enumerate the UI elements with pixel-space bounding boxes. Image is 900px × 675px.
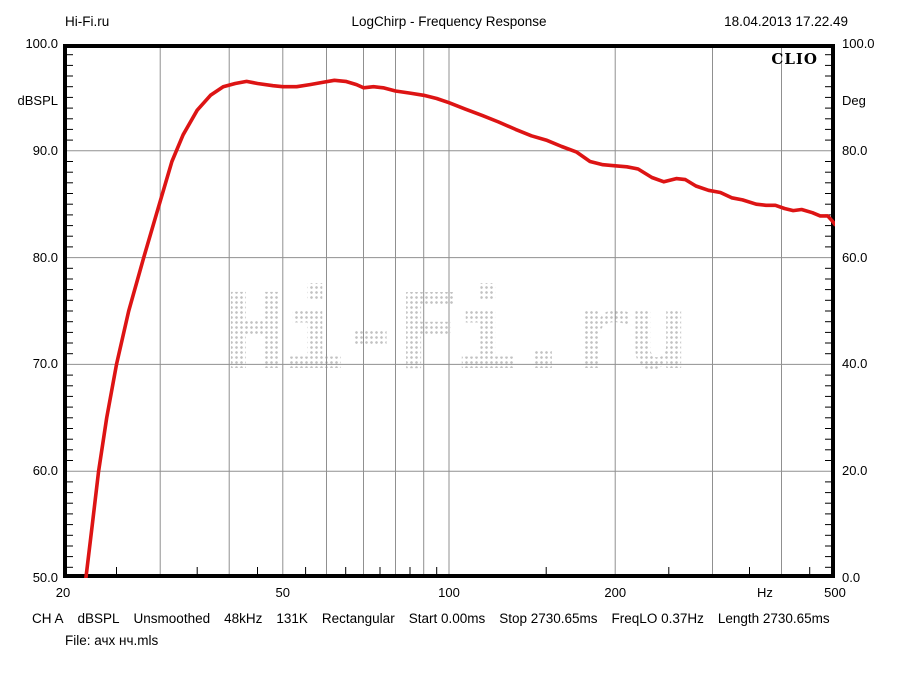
right-axis-tick: 0.0 [842,570,861,585]
bottom-axis-tick: 200 [604,585,627,600]
status-segment: Rectangular [321,611,395,626]
bottom-axis-unit: Hz [757,585,773,600]
bottom-axis-tick: 50 [275,585,290,600]
clio-logo: CLIO [771,50,818,68]
status-bar: CH A dBSPL Unsmoothed 48kHz 131K Rectangular S… [32,611,830,626]
status-segment: 131K [276,611,308,626]
left-axis-tick: 100.0 [25,36,58,51]
status-segment: dBSPL [77,611,120,626]
bottom-axis-tick: 100 [438,585,460,600]
watermark-text: Hi-Fi.ru [224,271,690,393]
left-axis-tick: 80.0 [32,249,58,265]
right-axis-tick: 100.0 [842,36,875,51]
right-axis-tick: 40.0 [842,356,868,372]
right-axis-tick: 80.0 [842,142,868,158]
left-axis-tick: 60.0 [32,463,58,479]
right-axis-tick: 60.0 [842,249,868,265]
status-segment: CH A [32,611,64,626]
status-segment: Length 2730.65ms [717,611,830,626]
right-axis-tick: 20.0 [842,463,868,479]
site-label: Hi-Fi.ru [65,14,110,29]
right-axis-unit: Deg [842,93,866,108]
bottom-axis-tick: 20 [55,585,71,600]
file-label: File: ачх нч.mls [65,633,159,648]
left-axis-tick: 70.0 [32,356,58,372]
status-segment: Stop 2730.65ms [499,611,598,626]
page-title: LogChirp - Frequency Response [351,14,547,29]
datetime-label: 18.04.2013 17.22.49 [724,14,848,29]
bottom-axis-tick: 500 [824,585,846,600]
status-segment: FreqLO 0.37Hz [611,611,704,626]
left-axis-unit: dBSPL [17,93,58,108]
status-segment: Start 0.00ms [408,611,486,626]
frequency-response-plot [63,44,835,578]
left-axis-tick: 90.0 [32,142,58,158]
status-segment: 48kHz [224,611,263,626]
status-segment: Unsmoothed [133,611,211,626]
left-axis-tick: 50.0 [32,570,58,585]
response-curve [84,78,835,578]
